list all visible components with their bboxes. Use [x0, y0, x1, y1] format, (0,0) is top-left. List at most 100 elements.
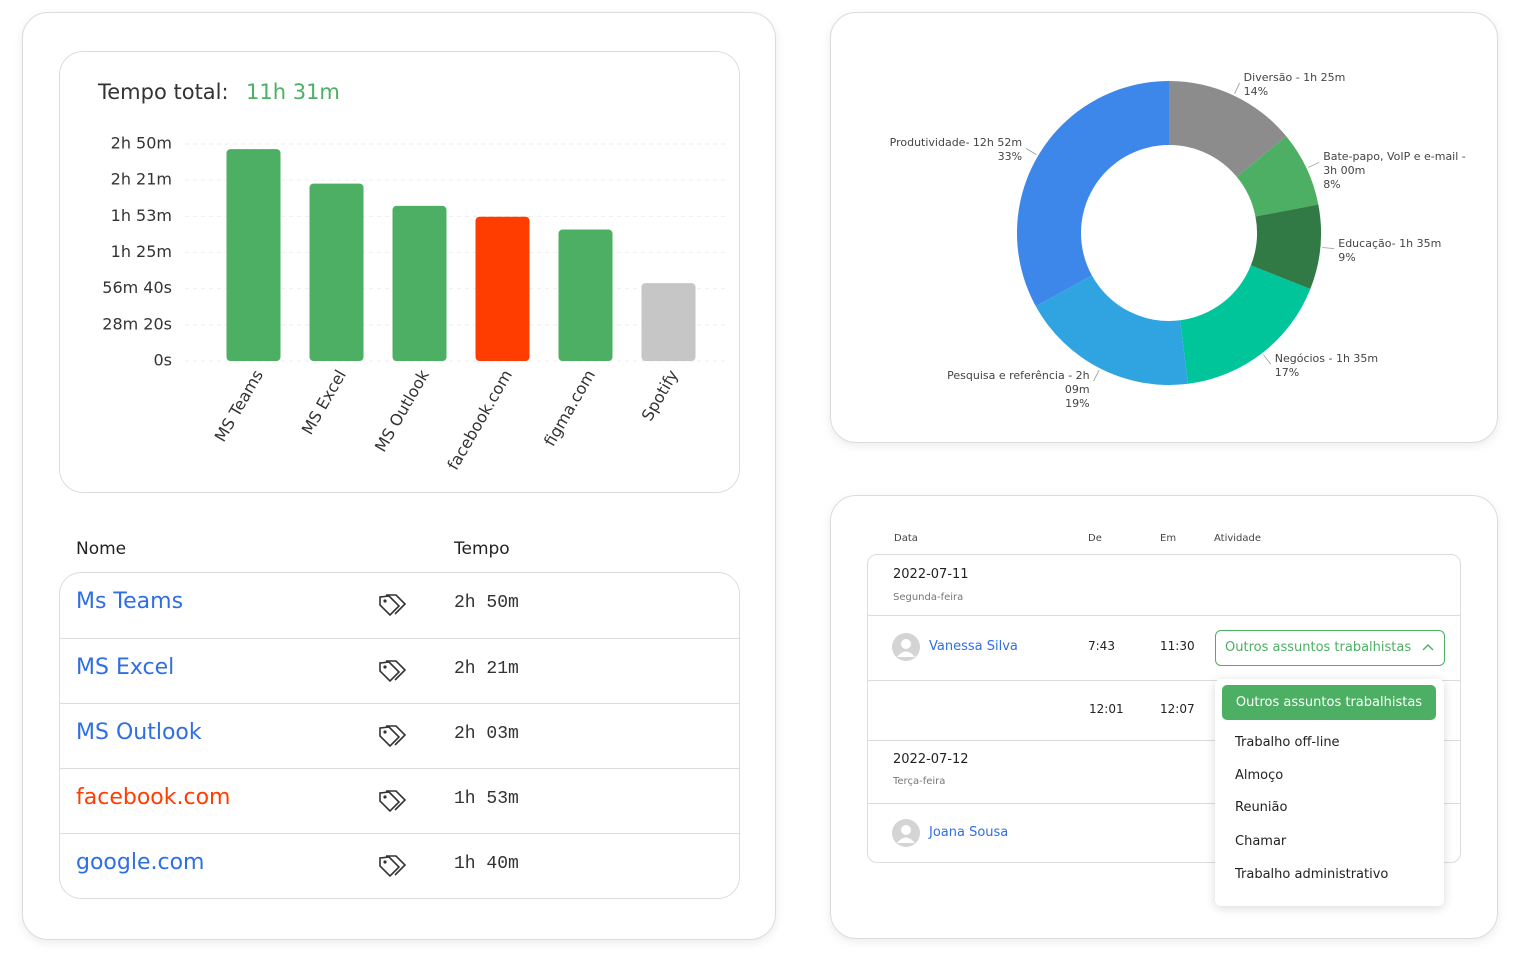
pie-segment	[1169, 81, 1287, 177]
dropdown-menu: Outros assuntos trabalhistas Trabalho off…	[1215, 679, 1444, 906]
time-to: 11:30	[1160, 639, 1195, 653]
y-tick-label: 1h 25m	[111, 242, 172, 261]
divider	[868, 680, 1460, 681]
column-header: Nome	[76, 539, 127, 559]
pie-category: Pesquisa e referência - 2h 09m	[947, 368, 1090, 396]
pie-category: Bate-papo, VoIP e e-mail - 3h 00m	[1323, 150, 1466, 178]
y-tick-label: 28m 20s	[102, 314, 172, 333]
pie-label: Diversão - 1h 25m 14%	[1244, 71, 1394, 99]
y-tick-label: 56m 40s	[102, 278, 172, 297]
app-name[interactable]: MS Outlook	[76, 720, 202, 745]
divider	[60, 703, 739, 704]
pie-segment	[1035, 275, 1189, 385]
pie-value-label: 33%	[997, 150, 1023, 164]
leader-line	[1263, 354, 1272, 365]
date: 2022-07-11	[893, 567, 969, 582]
pie-segment	[1017, 81, 1170, 307]
dropdown-option[interactable]: Chamar	[1235, 834, 1287, 849]
pie-value-label: 17%	[1274, 366, 1300, 380]
x-tick-label: Spotify	[638, 367, 682, 425]
leader-line	[1093, 370, 1100, 382]
dropdown-option[interactable]: Outros assuntos trabalhistas	[1222, 685, 1436, 720]
tag-icon[interactable]	[378, 593, 408, 619]
app-name[interactable]: facebook.com	[76, 785, 231, 810]
pie-value-label: 9%	[1338, 250, 1356, 264]
app-time: 2h 03m	[454, 724, 519, 744]
leader-line	[1025, 148, 1037, 155]
column-header: Atividade	[1214, 533, 1262, 544]
pie-value-label: 19%	[1065, 396, 1090, 410]
bar	[226, 149, 281, 361]
chevron-up	[1422, 644, 1434, 651]
avatar	[892, 819, 920, 847]
column-header: Tempo	[454, 539, 510, 559]
chart-title: Tempo total:	[98, 80, 229, 104]
tag-icon[interactable]	[378, 854, 408, 880]
bar	[558, 229, 613, 361]
dropdown-option[interactable]: Reunião	[1235, 800, 1288, 815]
activity-select[interactable]: Outros assuntos trabalhistas	[1215, 630, 1445, 666]
pie-segment	[1180, 265, 1311, 384]
pie-category: Produtividade- 12h 52m	[889, 136, 1023, 150]
pie-segment	[1250, 204, 1322, 289]
divider	[868, 803, 1460, 804]
pie-category: Negócios - 1h 35m	[1274, 352, 1379, 366]
activity-table: 2022-07-11 Segunda-feira Vanessa Silva 7…	[867, 554, 1461, 863]
x-tick-label: MS Outlook	[371, 366, 433, 455]
x-tick-label: MS Teams	[211, 367, 267, 445]
pie-label: Educação- 1h 35m 9%	[1338, 237, 1488, 265]
y-tick-label: 2h 50m	[111, 134, 172, 153]
weekday: Segunda-feira	[893, 592, 964, 603]
y-tick-label: 2h 21m	[111, 170, 172, 189]
weekday: Terça-feira	[893, 776, 946, 787]
tag-icon[interactable]	[378, 659, 408, 685]
pie-category: Diversão - 1h 25m	[1243, 70, 1346, 84]
app-table: Ms Teams 2h 50m MS Excel 2h 21m MS Outlook 2h…	[59, 572, 740, 899]
app-name[interactable]: Ms Teams	[76, 589, 184, 614]
x-tick-label: MS Excel	[298, 367, 350, 438]
app-name[interactable]: google.com	[76, 850, 205, 875]
bar	[475, 216, 530, 361]
user-name[interactable]: Vanessa Silva	[929, 639, 1018, 654]
pie-value-label: 8%	[1323, 178, 1341, 192]
pie-label: Pesquisa e referência - 2h 09m 19%	[940, 368, 1090, 411]
column-header: De	[1088, 533, 1102, 544]
tag-icon[interactable]	[378, 724, 408, 750]
bar	[392, 205, 447, 361]
chart-subtitle: 11h 31m	[246, 80, 340, 104]
bar	[641, 283, 696, 361]
app-time: 1h 40m	[454, 854, 519, 874]
leader-line	[1322, 247, 1335, 250]
pie-label: Produtividade- 12h 52m 33%	[872, 136, 1022, 164]
tag-icon[interactable]	[378, 789, 408, 815]
divider	[60, 768, 739, 769]
time-from: 7:43	[1088, 639, 1115, 653]
pie-value-label: 14%	[1243, 84, 1269, 98]
column-header: Data	[894, 533, 918, 544]
pie-label: Bate-papo, VoIP e e-mail - 3h 00m 8%	[1323, 150, 1473, 192]
app-time: 2h 50m	[454, 593, 519, 613]
date: 2022-07-12	[893, 752, 969, 767]
y-tick-label: 0s	[153, 351, 172, 370]
divider	[868, 615, 1460, 616]
dropdown-option[interactable]: Almoço	[1235, 768, 1284, 783]
y-tick-label: 1h 53m	[111, 206, 172, 225]
activity-card: Data De Em Atividade 2022-07-11 Segunda-…	[830, 495, 1498, 939]
user-name[interactable]: Joana Sousa	[929, 825, 1009, 840]
column-header: Em	[1160, 533, 1177, 544]
app-name[interactable]: MS Excel	[76, 655, 175, 680]
bar	[309, 183, 364, 361]
x-tick-label: facebook.com	[443, 367, 516, 474]
avatar	[892, 633, 920, 661]
leader-line	[1234, 82, 1241, 94]
divider	[60, 638, 739, 639]
select-value: Outros assuntos trabalhistas	[1225, 640, 1412, 655]
time-to: 12:07	[1160, 702, 1195, 716]
pie-segment	[1236, 136, 1319, 217]
dropdown-option[interactable]: Trabalho off-line	[1235, 735, 1340, 750]
dropdown-option[interactable]: Trabalho administrativo	[1235, 867, 1389, 882]
leader-line	[1308, 161, 1320, 168]
app-time: 2h 21m	[454, 659, 519, 679]
